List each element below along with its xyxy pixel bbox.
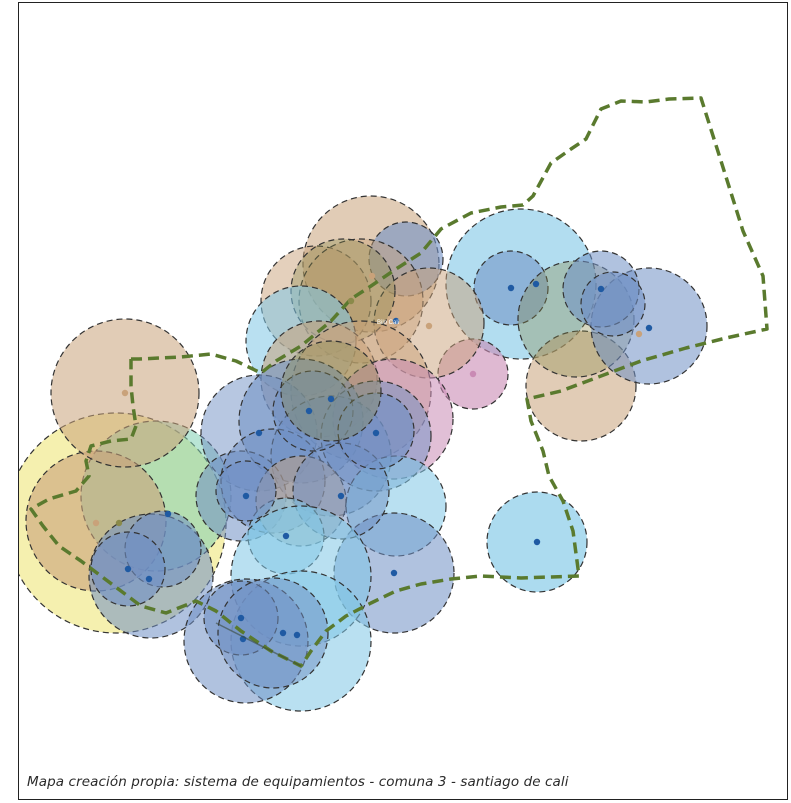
service-buffer xyxy=(580,271,646,337)
facility-point xyxy=(121,389,129,397)
facility-point xyxy=(124,565,132,573)
facility-point xyxy=(293,631,301,639)
facility-point xyxy=(635,330,643,338)
facility-point xyxy=(532,280,540,288)
map-caption: Mapa creación propia: sistema de equipam… xyxy=(27,774,569,790)
map-frame: Bilo Cali Mapa creación propia: sistema … xyxy=(18,2,788,800)
facility-point xyxy=(282,532,290,540)
map-place-label: Bilo Cali xyxy=(377,320,399,326)
facility-point xyxy=(115,519,123,527)
facility-point xyxy=(347,297,355,305)
facility-point xyxy=(145,575,153,583)
facility-point xyxy=(305,407,313,415)
facility-point xyxy=(237,614,245,622)
facility-point xyxy=(372,429,380,437)
comuna-boundary xyxy=(29,96,769,668)
equipment-system-map: Bilo Cali xyxy=(19,96,769,712)
service-buffer xyxy=(217,577,329,689)
facility-point xyxy=(533,538,541,546)
facility-point xyxy=(390,569,398,577)
facility-point xyxy=(337,492,345,500)
facility-point xyxy=(645,324,653,332)
service-buffer xyxy=(280,340,382,442)
facility-points xyxy=(92,272,653,667)
facility-point xyxy=(392,317,400,325)
road-line xyxy=(215,622,302,667)
facility-point xyxy=(368,272,376,280)
facility-point xyxy=(507,284,515,292)
facility-point xyxy=(327,395,335,403)
facility-point xyxy=(242,492,250,500)
facility-point xyxy=(92,519,100,527)
facility-point xyxy=(597,285,605,293)
facility-point xyxy=(255,429,263,437)
facility-point xyxy=(279,629,287,637)
facility-point xyxy=(425,322,433,330)
service-buffer xyxy=(215,460,277,522)
facility-point xyxy=(164,510,172,518)
service-area-buffers xyxy=(19,195,708,712)
facility-point xyxy=(469,370,477,378)
